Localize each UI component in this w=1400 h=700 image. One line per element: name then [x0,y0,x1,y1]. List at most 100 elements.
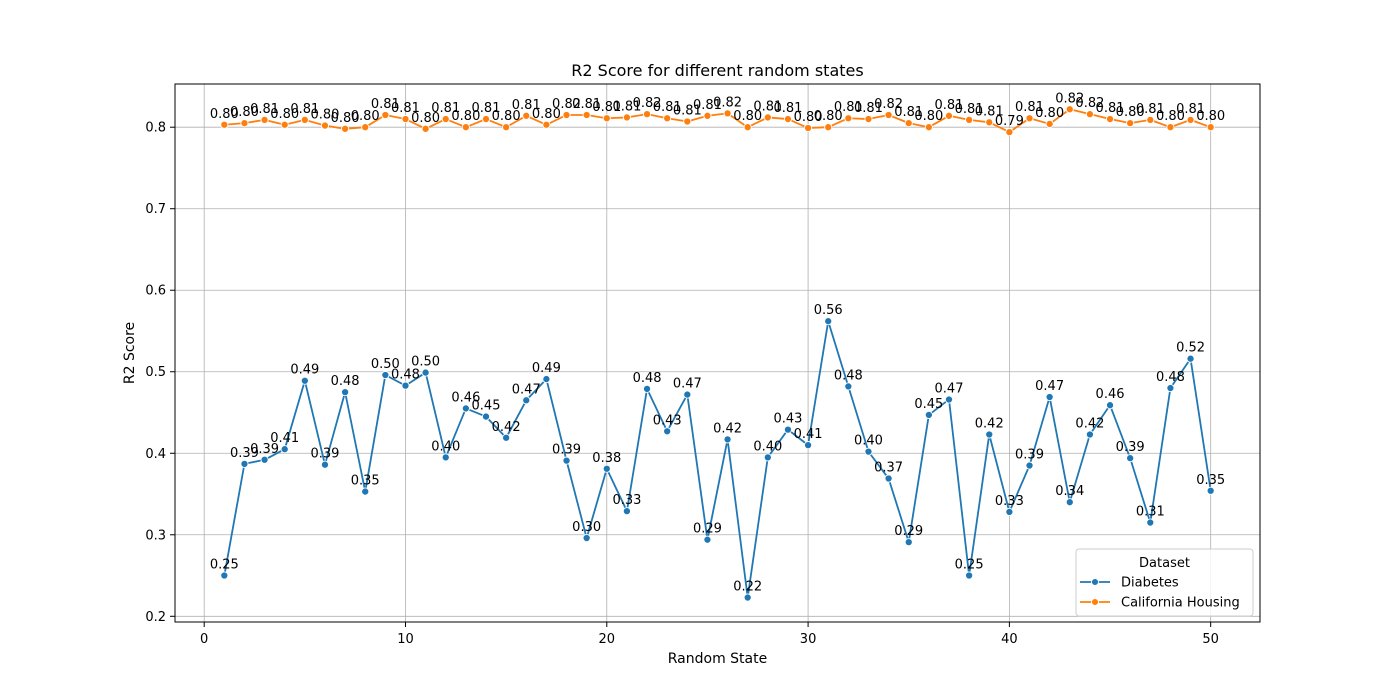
point-california-housing [502,123,511,132]
point-california-housing [703,111,712,120]
point-diabetes [804,441,813,450]
point-california-housing [1186,115,1195,124]
x-tick-label: 0 [200,632,208,647]
data-label-diabetes: 0.56 [814,303,843,318]
data-label-california-housing: 0.81 [290,102,319,117]
series [220,105,1215,602]
point-diabetes [1105,401,1115,410]
point-california-housing [1005,128,1014,137]
data-label-diabetes: 0.47 [512,382,541,397]
point-california-housing [1126,119,1135,128]
data-label-diabetes: 0.48 [834,368,863,383]
point-diabetes [542,375,551,384]
point-california-housing [1166,123,1175,132]
point-diabetes [1166,384,1175,393]
point-diabetes [985,430,994,439]
point-california-housing [602,114,611,123]
data-label-california-housing: 0.81 [653,100,682,115]
data-label-california-housing: 0.80 [331,111,360,126]
x-axis-title: Random State [668,651,767,667]
data-label-diabetes: 0.39 [230,446,259,461]
point-diabetes [1045,392,1054,402]
data-label-california-housing: 0.81 [975,104,1004,119]
data-label-diabetes: 0.33 [995,494,1024,509]
ticks: 0 10 20 30 40 50 0.2 0.3 0.4 0.5 0.6 0.7 0.8 [145,121,1219,647]
point-diabetes [824,317,833,326]
data-label-california-housing: 0.81 [572,97,601,112]
data-label-california-housing: 0.81 [1015,100,1044,115]
point-california-housing [1065,105,1074,114]
data-label-california-housing: 0.81 [512,98,541,113]
data-label-diabetes: 0.22 [733,580,762,595]
data-label-diabetes: 0.47 [673,377,702,392]
data-label-diabetes: 0.45 [472,399,501,414]
data-label-diabetes: 0.39 [1015,447,1044,462]
point-diabetes [1126,454,1135,463]
point-california-housing [522,111,531,120]
data-label-diabetes: 0.29 [693,522,722,537]
data-label-california-housing: 0.80 [210,107,239,122]
point-california-housing [985,118,994,127]
point-diabetes [522,396,531,405]
y-tick-label: 0.6 [145,284,166,299]
chart-title: R2 Score for different random states [571,61,863,80]
data-label-california-housing: 0.80 [351,109,380,124]
data-label-california-housing: 0.82 [874,97,903,112]
data-label-california-housing: 0.81 [773,101,802,116]
point-diabetes [642,384,652,393]
data-label-california-housing: 0.81 [592,100,621,115]
point-diabetes [683,390,692,399]
point-california-housing [401,115,410,124]
point-california-housing [804,123,813,133]
data-label-california-housing: 0.80 [492,109,521,124]
point-diabetes [1186,354,1195,363]
data-label-diabetes: 0.43 [653,413,682,428]
point-diabetes [1025,461,1034,470]
data-label-diabetes: 0.48 [1156,370,1185,385]
data-label-california-housing: 0.81 [894,105,923,120]
data-label-california-housing: 0.80 [1116,105,1145,120]
data-label-diabetes: 0.41 [794,427,823,442]
point-diabetes [280,445,289,454]
data-label-california-housing: 0.80 [1156,109,1185,124]
y-tick-label: 0.7 [145,202,166,217]
data-label-diabetes: 0.39 [1116,440,1145,455]
data-label-california-housing: 0.80 [411,111,440,126]
data-label-diabetes: 0.34 [1055,484,1084,499]
point-california-housing [280,120,289,129]
data-label-california-housing: 0.80 [532,107,561,122]
data-labels: 0.250.390.390.410.490.390.480.350.500.48… [210,91,1225,594]
data-label-california-housing: 0.82 [633,96,662,111]
data-label-diabetes: 0.47 [935,381,964,396]
data-label-diabetes: 0.40 [753,439,782,454]
y-tick-label: 0.2 [145,610,166,625]
point-california-housing [824,123,833,132]
point-california-housing [1045,119,1054,128]
data-label-diabetes: 0.48 [633,371,662,386]
y-tick-label: 0.5 [145,365,166,380]
point-diabetes [481,412,491,421]
point-california-housing [763,113,772,122]
data-label-california-housing: 0.80 [310,108,339,123]
data-label-california-housing: 0.80 [451,109,480,124]
y-tick-label: 0.3 [145,528,166,543]
data-label-diabetes: 0.50 [371,357,400,372]
x-tick-label: 10 [397,632,414,647]
data-label-diabetes: 0.49 [532,361,561,376]
data-label-california-housing: 0.81 [854,101,883,116]
legend-marker-california-housing [1091,598,1099,606]
data-label-diabetes: 0.49 [290,363,319,378]
point-diabetes [502,433,511,442]
y-tick-label: 0.4 [145,447,166,462]
axes [174,83,1261,623]
data-label-california-housing: 0.81 [250,102,279,117]
data-label-diabetes: 0.50 [411,355,440,370]
data-label-california-housing: 0.80 [914,109,943,124]
point-diabetes [461,404,470,413]
y-axis-title: R2 Score [122,322,138,384]
data-label-california-housing: 0.80 [733,109,762,124]
point-california-housing [441,115,450,124]
point-california-housing [582,110,591,120]
point-diabetes [663,427,672,436]
